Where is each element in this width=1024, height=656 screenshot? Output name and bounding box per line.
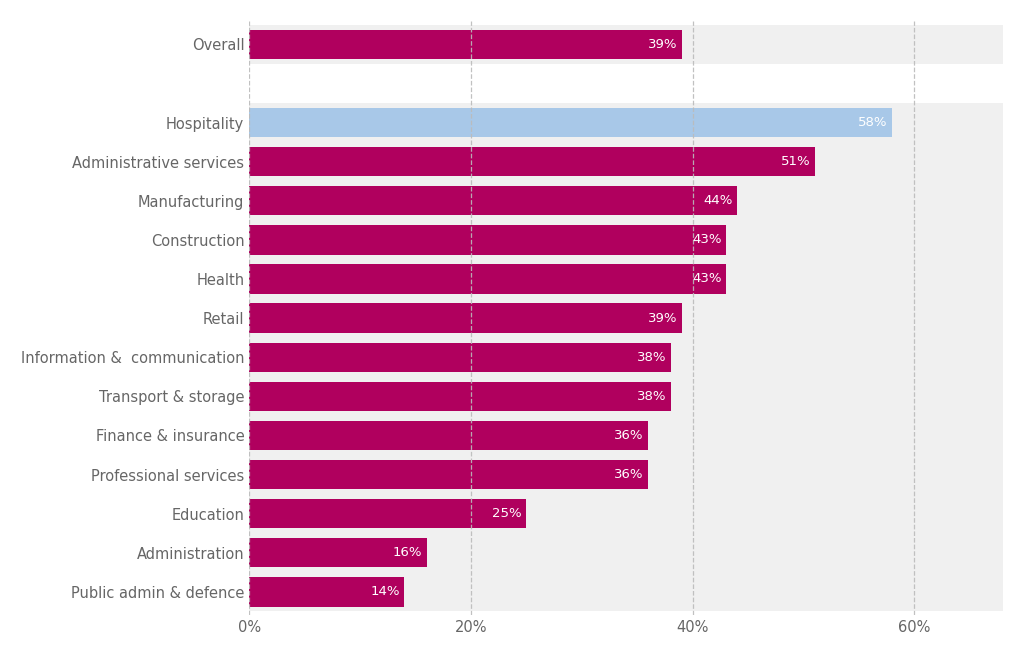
Bar <box>249 25 1004 64</box>
Bar <box>249 259 1004 298</box>
Bar <box>249 108 892 137</box>
Bar <box>249 103 1004 142</box>
Bar <box>249 538 427 567</box>
Bar <box>249 382 671 411</box>
Bar <box>249 147 815 176</box>
Bar <box>249 494 1004 533</box>
Text: 38%: 38% <box>637 390 666 403</box>
Text: 51%: 51% <box>780 155 810 168</box>
Bar <box>249 298 1004 338</box>
Text: 58%: 58% <box>858 116 888 129</box>
Text: 39%: 39% <box>648 312 677 325</box>
Bar <box>249 186 737 215</box>
Text: 43%: 43% <box>692 272 722 285</box>
Text: 43%: 43% <box>692 234 722 247</box>
Text: 36%: 36% <box>614 468 644 481</box>
Bar <box>249 30 682 59</box>
Bar <box>249 572 1004 611</box>
Bar <box>249 499 526 528</box>
Text: 36%: 36% <box>614 429 644 442</box>
Bar <box>249 377 1004 416</box>
Bar <box>249 416 1004 455</box>
Text: 44%: 44% <box>703 194 732 207</box>
Bar <box>249 264 726 294</box>
Bar <box>249 533 1004 572</box>
Bar <box>249 220 1004 259</box>
Text: 38%: 38% <box>637 351 666 363</box>
Bar <box>249 338 1004 377</box>
Bar <box>249 142 1004 181</box>
Bar <box>249 455 1004 494</box>
Bar <box>249 577 404 607</box>
Bar <box>249 181 1004 220</box>
Text: 16%: 16% <box>392 546 422 559</box>
Bar <box>249 460 648 489</box>
Text: 25%: 25% <box>493 507 522 520</box>
Bar <box>249 304 682 333</box>
Text: 39%: 39% <box>648 38 677 51</box>
Bar <box>249 342 671 372</box>
Bar <box>249 225 726 255</box>
Bar <box>249 420 648 450</box>
Text: 14%: 14% <box>371 585 400 598</box>
